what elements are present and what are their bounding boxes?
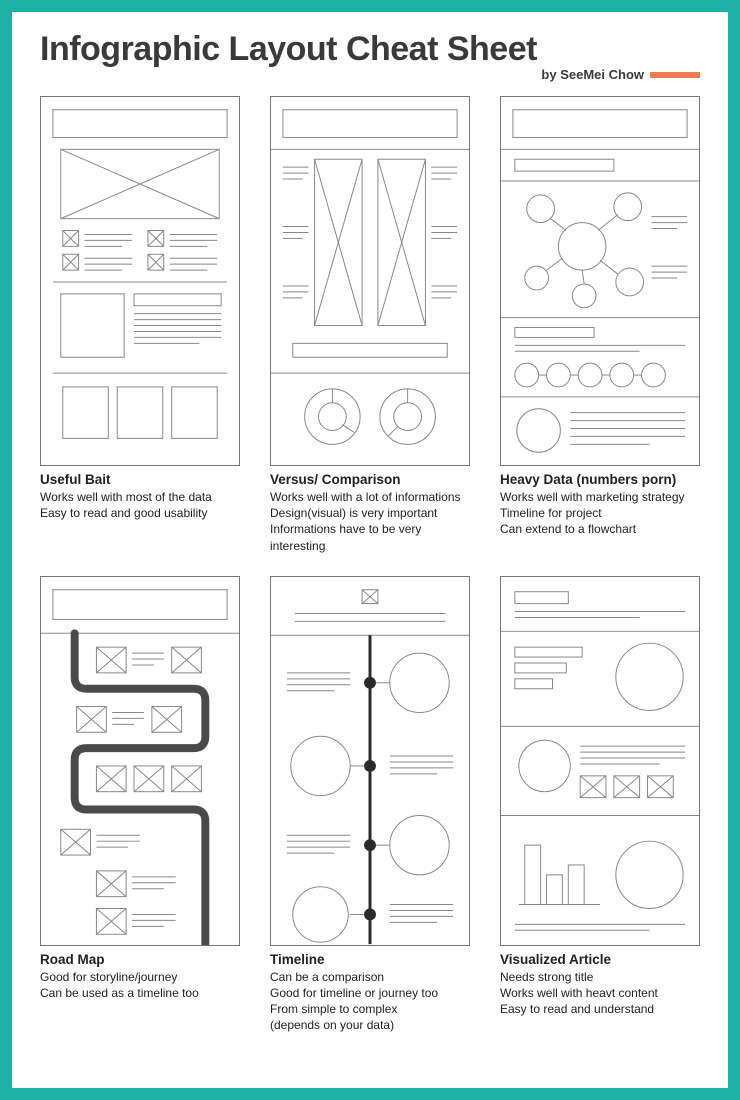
caption-useful-bait: Useful Bait Works well with most of the …: [40, 472, 240, 521]
card-heavy-data: [500, 96, 700, 466]
caption-timeline: Timeline Can be a comparison Good for ti…: [270, 952, 470, 1034]
header: Infographic Layout Cheat Sheet by SeeMei…: [40, 30, 700, 82]
main-title: Infographic Layout Cheat Sheet: [40, 30, 700, 69]
byline: by SeeMei Chow: [541, 67, 644, 82]
wireframe-timeline: [271, 577, 469, 945]
cap-title: Visualized Article: [500, 952, 700, 967]
card-viz-article: [500, 576, 700, 946]
wireframe-useful-bait: [41, 97, 239, 465]
accent-bar: [650, 72, 700, 78]
cap-title: Timeline: [270, 952, 470, 967]
layouts-grid: Useful Bait Works well with most of the …: [40, 96, 700, 1034]
cap-title: Versus/ Comparison: [270, 472, 470, 487]
cap-line: Needs strong title: [500, 969, 700, 985]
cap-line: Good for storyline/journey: [40, 969, 240, 985]
cap-title: Useful Bait: [40, 472, 240, 487]
wireframe-versus: [271, 97, 469, 465]
cap-line: Can be a comparison: [270, 969, 470, 985]
cap-line: Good for timeline or journey too: [270, 985, 470, 1001]
caption-versus: Versus/ Comparison Works well with a lot…: [270, 472, 470, 554]
cell-timeline: Timeline Can be a comparison Good for ti…: [270, 576, 470, 1034]
cap-line: Timeline for project: [500, 505, 700, 521]
cap-line: Easy to read and understand: [500, 1001, 700, 1017]
cap-line: (depends on your data): [270, 1017, 470, 1033]
cap-line: Works well with a lot of informations: [270, 489, 470, 505]
cell-road-map: Road Map Good for storyline/journey Can …: [40, 576, 240, 1034]
cap-line: Informations have to be very interesting: [270, 521, 470, 553]
cap-title: Heavy Data (numbers porn): [500, 472, 700, 487]
wireframe-heavy-data: [501, 97, 699, 465]
cell-versus: Versus/ Comparison Works well with a lot…: [270, 96, 470, 554]
cap-line: Can be used as a timeline too: [40, 985, 240, 1001]
cap-line: Works well with heavt content: [500, 985, 700, 1001]
cap-line: Works well with most of the data: [40, 489, 240, 505]
wireframe-viz-article: [501, 577, 699, 945]
byline-row: by SeeMei Chow: [40, 67, 700, 82]
card-versus: [270, 96, 470, 466]
caption-road-map: Road Map Good for storyline/journey Can …: [40, 952, 240, 1001]
cell-heavy-data: Heavy Data (numbers porn) Works well wit…: [500, 96, 700, 554]
wireframe-road-map: [41, 577, 239, 945]
page-frame: Infographic Layout Cheat Sheet by SeeMei…: [0, 0, 740, 1100]
card-road-map: [40, 576, 240, 946]
cap-line: Easy to read and good usability: [40, 505, 240, 521]
cap-line: From simple to complex: [270, 1001, 470, 1017]
caption-viz-article: Visualized Article Needs strong title Wo…: [500, 952, 700, 1018]
cell-viz-article: Visualized Article Needs strong title Wo…: [500, 576, 700, 1034]
card-timeline: [270, 576, 470, 946]
cap-line: Works well with marketing strategy: [500, 489, 700, 505]
card-useful-bait: [40, 96, 240, 466]
cap-line: Can extend to a flowchart: [500, 521, 700, 537]
cap-title: Road Map: [40, 952, 240, 967]
cell-useful-bait: Useful Bait Works well with most of the …: [40, 96, 240, 554]
caption-heavy-data: Heavy Data (numbers porn) Works well wit…: [500, 472, 700, 538]
cap-line: Design(visual) is very important: [270, 505, 470, 521]
